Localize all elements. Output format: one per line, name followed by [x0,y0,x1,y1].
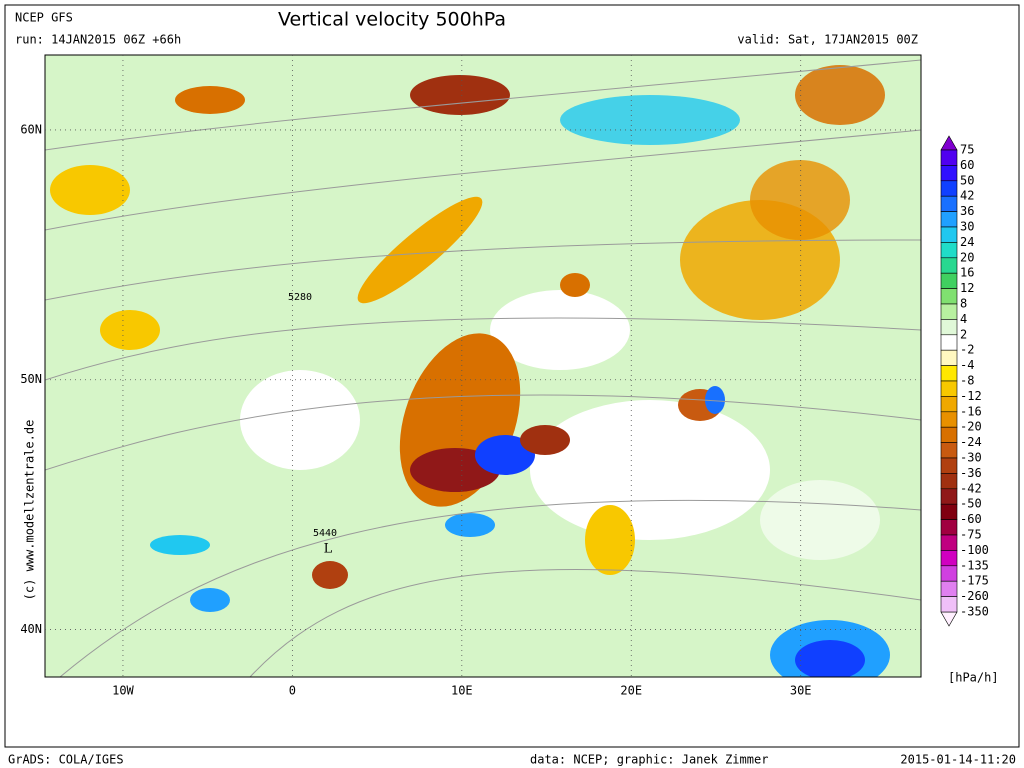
lon-label: 20E [620,684,642,698]
run-label: run: 14JAN2015 06Z +66h [15,33,181,47]
lon-label: 10E [451,684,473,698]
colorbar-label: -50 [960,497,982,511]
colorbar-box [940,226,958,243]
colorbar-box [940,149,958,166]
colorbar-box [940,211,958,228]
colorbar-label: -260 [960,589,989,603]
lat-label: 60N [20,122,42,136]
colorbar-label: -30 [960,451,982,465]
colorbar-label: 20 [960,250,974,264]
model-label: NCEP GFS [15,11,73,25]
colorbar-box [940,380,958,397]
colorbar-box [940,426,958,443]
colorbar-box [940,334,958,351]
colorbar-box [940,165,958,182]
colorbar-label: 12 [960,281,974,295]
colorbar-label: 24 [960,235,974,249]
contour-label: 5280 [288,292,312,303]
colorbar-box [940,288,958,305]
software-label: GrADS: COLA/IGES [8,753,124,767]
colorbar-box [940,195,958,212]
colorbar-box [940,488,958,505]
colorbar-box [940,565,958,582]
colorbar-label: -135 [960,558,989,572]
colorbar-label: -24 [960,435,982,449]
colorbar-box [940,442,958,459]
colorbar-box [940,503,958,520]
contour-label: 5440 [313,528,337,539]
colorbar-box [940,349,958,366]
colorbar-box [940,272,958,289]
colorbar-unit: [hPa/h] [948,671,999,685]
colorbar-label: 8 [960,297,967,311]
map-title: Vertical velocity 500hPa [278,9,506,31]
colorbar-box [940,457,958,474]
colorbar-label: -36 [960,466,982,480]
colorbar-box [940,396,958,413]
colorbar-box [940,365,958,382]
colorbar-under [940,611,958,627]
colorbar-label: 2 [960,327,967,341]
colorbar-box [940,473,958,490]
colorbar-label: -42 [960,481,982,495]
colorbar-label: 75 [960,143,974,157]
colorbar-label: -75 [960,528,982,542]
colorbar-label: -20 [960,420,982,434]
colorbar-box [940,596,958,613]
colorbar-over [940,135,958,151]
lat-label: 50N [20,372,42,386]
colorbar-label: 36 [960,204,974,218]
colorbar-label: 42 [960,189,974,203]
low-label: L [324,542,333,557]
lon-label: 10W [112,684,134,698]
field [44,54,922,678]
valid-label: valid: Sat, 17JAN2015 00Z [737,33,918,47]
colorbar-label: -350 [960,605,989,619]
colorbar-label: -175 [960,574,989,588]
colorbar-box [940,550,958,567]
timestamp: 2015-01-14-11:20 [900,753,1016,767]
colorbar-label: 4 [960,312,967,326]
colorbar-box [940,303,958,320]
copyright: (c) www.modellzentrale.de [23,420,37,601]
colorbar-label: -8 [960,374,974,388]
colorbar-box [940,519,958,536]
geopotential-contours [45,59,921,677]
lon-label: 30E [790,684,812,698]
colorbar-label: -4 [960,358,974,372]
colorbar-label: 60 [960,158,974,172]
colorbar-box [940,411,958,428]
colorbar-label: 30 [960,220,974,234]
colorbar-box [940,180,958,197]
colorbar-box [940,242,958,259]
colorbar-label: 50 [960,173,974,187]
colorbar-label: -100 [960,543,989,557]
lat-label: 40N [20,622,42,636]
lon-label: 0 [289,684,296,698]
field-patches [50,65,890,677]
map-frame [44,54,922,678]
colorbar-box [940,534,958,551]
colorbar-box [940,580,958,597]
colorbar-box [940,319,958,336]
colorbar-label: -60 [960,512,982,526]
credit-label: data: NCEP; graphic: Janek Zimmer [530,753,768,767]
colorbar-label: -2 [960,343,974,357]
colorbar-label: -16 [960,404,982,418]
colorbar-label: -12 [960,389,982,403]
colorbar-label: 16 [960,266,974,280]
outer-frame [4,4,1020,748]
colorbar-box [940,257,958,274]
